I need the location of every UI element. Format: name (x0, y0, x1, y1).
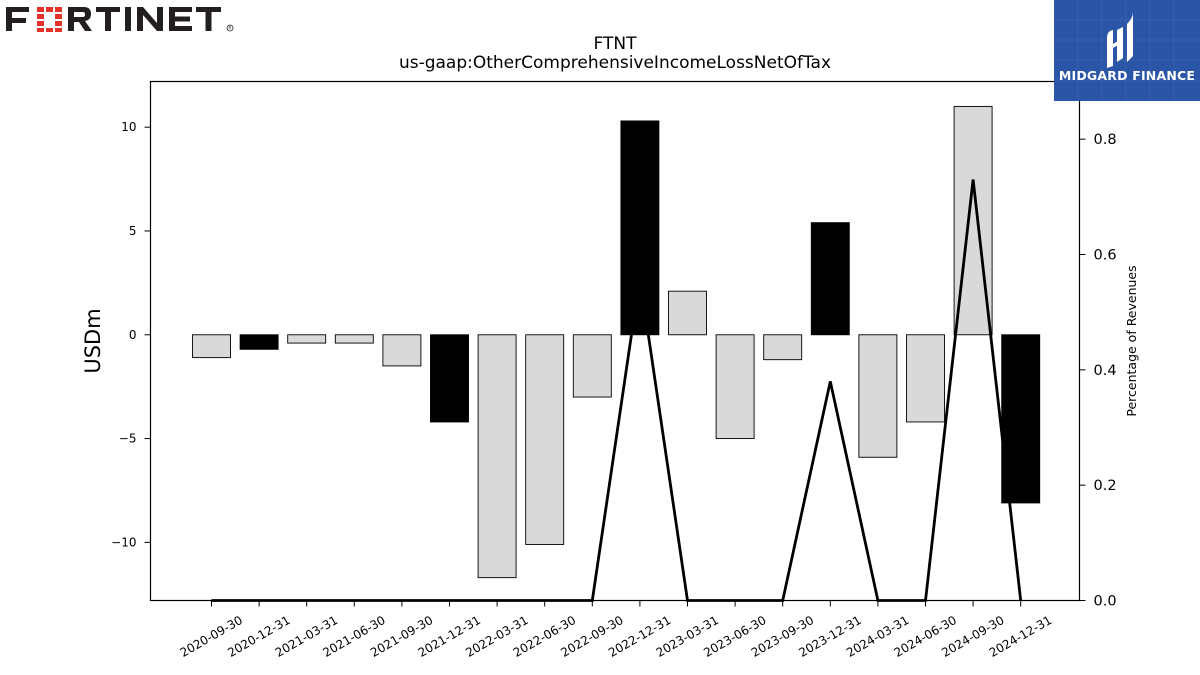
bar-2020-12-31 (239, 334, 279, 350)
midgard-logo-icon (1107, 12, 1133, 68)
y-tick-label: 10 (121, 120, 136, 134)
bar-2023-06-30 (715, 334, 755, 440)
plot-frame (149, 80, 1081, 602)
bar-2023-03-31 (668, 290, 707, 336)
x-axis: 2020-09-302020-12-312021-03-312021-06-30… (178, 600, 1054, 660)
y-axis-left: 10 5 0 −5 −10 (111, 120, 151, 549)
y-tick-label: −5 (119, 432, 137, 446)
bar-2021-03-31 (287, 334, 327, 344)
y2-tick-label: 0.0 (1094, 594, 1117, 610)
svg-text:R: R (228, 26, 231, 32)
y-axis-right: 0.8 0.6 0.4 0.2 0.0 (1079, 132, 1117, 610)
y2-tick-label: 0.6 (1094, 248, 1117, 264)
bar-2022-03-31 (477, 334, 517, 579)
bar-2023-12-31 (810, 222, 850, 336)
bar-2021-09-30 (382, 334, 422, 367)
bar-2022-12-31 (620, 120, 660, 336)
midgard-finance-badge: MIDGARD FINANCE (1054, 0, 1200, 101)
fortinet-logo: R (4, 2, 236, 36)
bar-series (192, 105, 1041, 579)
bar-2021-06-30 (334, 334, 374, 344)
pct-revenue-line (211, 179, 1023, 602)
y2-tick-label: 0.8 (1094, 132, 1117, 148)
bar-2022-06-30 (525, 334, 565, 545)
midgard-finance-wordmark: MIDGARD FINANCE (1058, 68, 1196, 83)
y2-tick-label: 0.4 (1094, 363, 1117, 379)
bar-2023-09-30 (763, 334, 803, 361)
bar-2020-09-30 (192, 334, 231, 359)
y2-tick-label: 0.2 (1094, 478, 1117, 494)
chart-title: FTNT (594, 34, 638, 54)
y-tick-label: 5 (129, 224, 137, 238)
y-tick-label: −10 (111, 535, 136, 549)
bar-2024-06-30 (906, 334, 945, 423)
bar-2021-12-31 (430, 334, 469, 423)
bar-2022-09-30 (572, 334, 612, 398)
bar-2024-12-31 (1001, 334, 1041, 504)
y-tick-label: 0 (129, 328, 137, 342)
bar-2024-03-31 (858, 334, 898, 458)
y-axis-label: USDm (81, 308, 105, 373)
y2-axis-label: Percentage of Revenues (1124, 265, 1139, 416)
chart-subtitle: us-gaap:OtherComprehensiveIncomeLossNetO… (399, 53, 831, 73)
